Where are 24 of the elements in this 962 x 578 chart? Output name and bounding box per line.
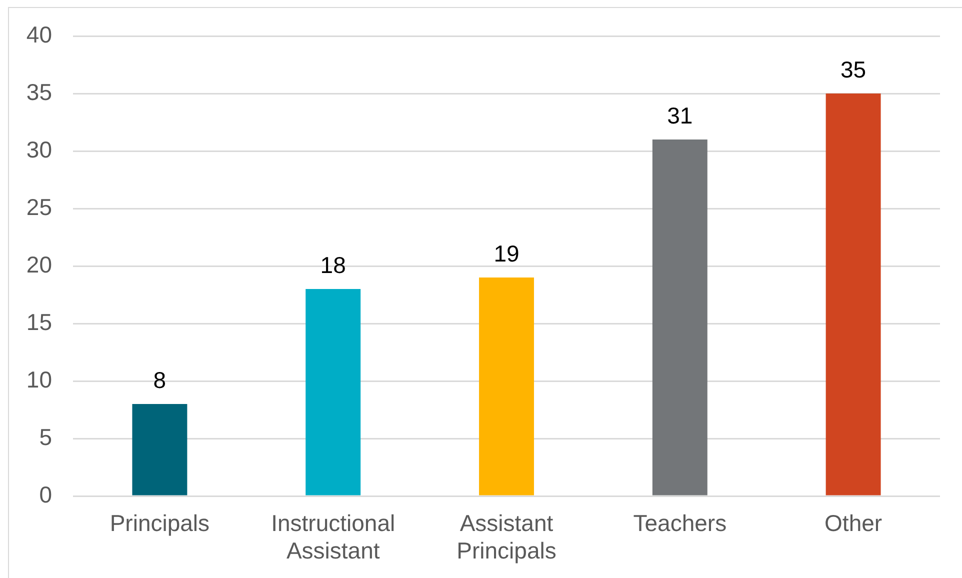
y-tick-label: 25 [26, 194, 52, 220]
x-tick-label: Principals [110, 510, 210, 536]
y-tick-label: 5 [39, 424, 52, 450]
data-label: 19 [494, 240, 520, 266]
x-tick-label: Assistant Principals [456, 510, 556, 564]
y-tick-label: 35 [26, 78, 52, 105]
data-label: 18 [320, 252, 346, 278]
x-tick-label: Other [824, 510, 882, 536]
y-tick-label: 10 [26, 366, 52, 392]
bar [306, 289, 361, 496]
y-tick-label: 40 [26, 21, 52, 48]
y-tick-label: 30 [26, 136, 52, 162]
bar [652, 140, 708, 496]
x-tick-label: Instructional Assistant [271, 510, 396, 564]
y-tick-label: 0 [39, 481, 52, 508]
bar [826, 94, 881, 496]
bar [132, 404, 188, 496]
y-tick-label: 15 [26, 308, 52, 335]
y-tick-label: 20 [26, 251, 52, 278]
bar [479, 278, 534, 496]
data-label: 31 [667, 102, 693, 128]
x-tick-label: Teachers [633, 510, 727, 536]
data-label: 8 [153, 367, 166, 393]
data-label: 35 [840, 56, 866, 82]
